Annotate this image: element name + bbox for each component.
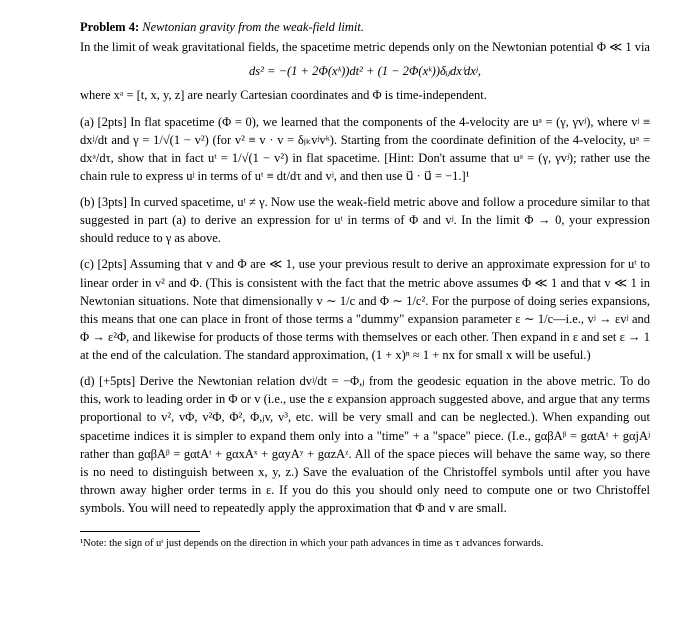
part-b-label: (b) [3pts] xyxy=(80,195,127,209)
heading-italic: Newtonian gravity from the weak-field li… xyxy=(142,20,364,34)
footnote-rule xyxy=(80,531,200,532)
intro-paragraph-2: where xᵃ = [t, x, y, z] are nearly Carte… xyxy=(80,86,650,104)
part-c-text: Assuming that v and Φ are ≪ 1, use your … xyxy=(80,257,650,362)
part-c-label: (c) [2pts] xyxy=(80,257,127,271)
problem-page: Problem 4: Newtonian gravity from the we… xyxy=(0,0,700,569)
part-d-text: Derive the Newtonian relation dvʲ/dt = −… xyxy=(80,374,650,515)
part-c: (c) [2pts] Assuming that v and Φ are ≪ 1… xyxy=(80,255,650,364)
part-b: (b) [3pts] In curved spacetime, uᵗ ≠ γ. … xyxy=(80,193,650,247)
part-a: (a) [2pts] In flat spacetime (Φ = 0), we… xyxy=(80,113,650,186)
metric-equation: ds² = −(1 + 2Φ(xᵏ))dt² + (1 − 2Φ(xᵏ))δᵢⱼ… xyxy=(80,62,650,80)
problem-heading: Problem 4: Newtonian gravity from the we… xyxy=(80,18,650,36)
part-a-label: (a) [2pts] xyxy=(80,115,127,129)
heading-bold: Problem 4: xyxy=(80,20,139,34)
part-d: (d) [+5pts] Derive the Newtonian relatio… xyxy=(80,372,650,517)
footnote-text: Note: the sign of uᵗ just depends on the… xyxy=(83,538,543,549)
part-a-text: In flat spacetime (Φ = 0), we learned th… xyxy=(80,115,650,183)
part-d-label: (d) [+5pts] xyxy=(80,374,135,388)
intro-paragraph-1: In the limit of weak gravitational field… xyxy=(80,38,650,56)
part-b-text: In curved spacetime, uᵗ ≠ γ. Now use the… xyxy=(80,195,650,245)
footnote: ¹Note: the sign of uᵗ just depends on th… xyxy=(80,536,650,551)
